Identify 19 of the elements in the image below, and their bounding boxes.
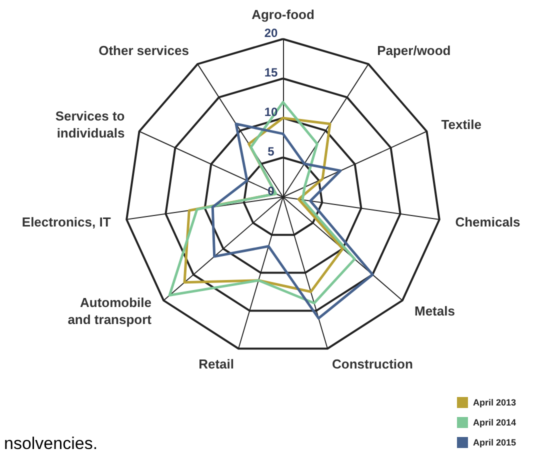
spoke-label: Services to individuals — [55, 108, 125, 141]
spoke-label: Electronics, IT — [22, 214, 111, 230]
legend-label: April 2014 — [472, 418, 516, 428]
legend-label: April 2015 — [472, 438, 516, 448]
spoke-label: Metals — [414, 303, 455, 318]
y-tick-label: 5 — [268, 144, 275, 158]
legend-label: April 2013 — [472, 398, 516, 408]
spoke-label: Retail — [198, 356, 234, 372]
spoke-label: Agro-food — [252, 7, 314, 22]
y-tick-label: 0 — [268, 184, 275, 198]
spoke-label: Other services — [98, 43, 189, 58]
spoke-label: Construction — [332, 356, 413, 372]
spoke-label: Paper/wood — [377, 43, 451, 58]
spoke-label: Textile — [441, 117, 482, 132]
spoke-label: Chemicals — [455, 214, 520, 230]
text: nsolvencies. — [4, 434, 98, 453]
y-tick-label: 15 — [264, 66, 278, 80]
spoke-label: Automobile and transport — [68, 294, 152, 327]
y-tick-label: 20 — [264, 26, 278, 40]
